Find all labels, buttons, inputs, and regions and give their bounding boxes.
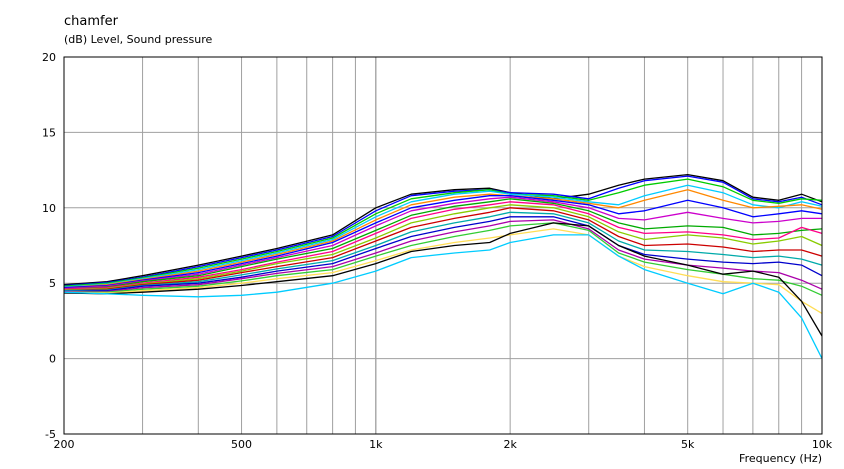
- series-line-1: [63, 173, 823, 286]
- series-line-16: [63, 228, 823, 314]
- y-tick-labels: -5 0 5 10 15 20: [42, 51, 56, 441]
- x-tick-labels: 200 500 1k 2k 5k 10k: [54, 438, 833, 451]
- series-line-11: [63, 207, 823, 292]
- series-line-6: [63, 195, 823, 289]
- series-line-3: [63, 178, 823, 287]
- plot-frame: [63, 56, 823, 435]
- chart-subtitle: (dB) Level, Sound pressure: [64, 33, 213, 46]
- y-tick-label: 15: [42, 126, 56, 139]
- y-tick-label: 0: [49, 353, 56, 366]
- x-tick-label: 2k: [503, 438, 517, 451]
- y-tick-label: -5: [45, 428, 56, 441]
- grid: [64, 57, 822, 434]
- x-tick-label: 10k: [812, 438, 833, 451]
- x-axis-label: Frequency (Hz): [739, 452, 822, 465]
- series-line-8: [63, 198, 823, 290]
- series-line-12: [63, 211, 823, 292]
- series-line-13: [63, 216, 823, 293]
- x-tick-label: 1k: [369, 438, 383, 451]
- series-line-7: [63, 196, 822, 290]
- series-group: [63, 173, 823, 359]
- series-line-5: [63, 189, 823, 289]
- y-tick-label: 5: [49, 277, 56, 290]
- series-line-18: [63, 234, 823, 359]
- x-tick-label: 500: [231, 438, 252, 451]
- chart-title: chamfer: [64, 14, 119, 29]
- y-tick-label: 10: [42, 202, 56, 215]
- x-tick-label: 200: [54, 438, 75, 451]
- series-line-17: [63, 222, 823, 337]
- y-tick-label: 20: [42, 51, 56, 64]
- series-line-4: [63, 184, 823, 288]
- series-line-10: [63, 204, 823, 291]
- series-line-14: [64, 219, 823, 293]
- series-line-2: [63, 175, 823, 287]
- x-tick-label: 5k: [681, 438, 695, 451]
- series-line-9: [63, 201, 823, 290]
- series-line-15: [64, 222, 823, 296]
